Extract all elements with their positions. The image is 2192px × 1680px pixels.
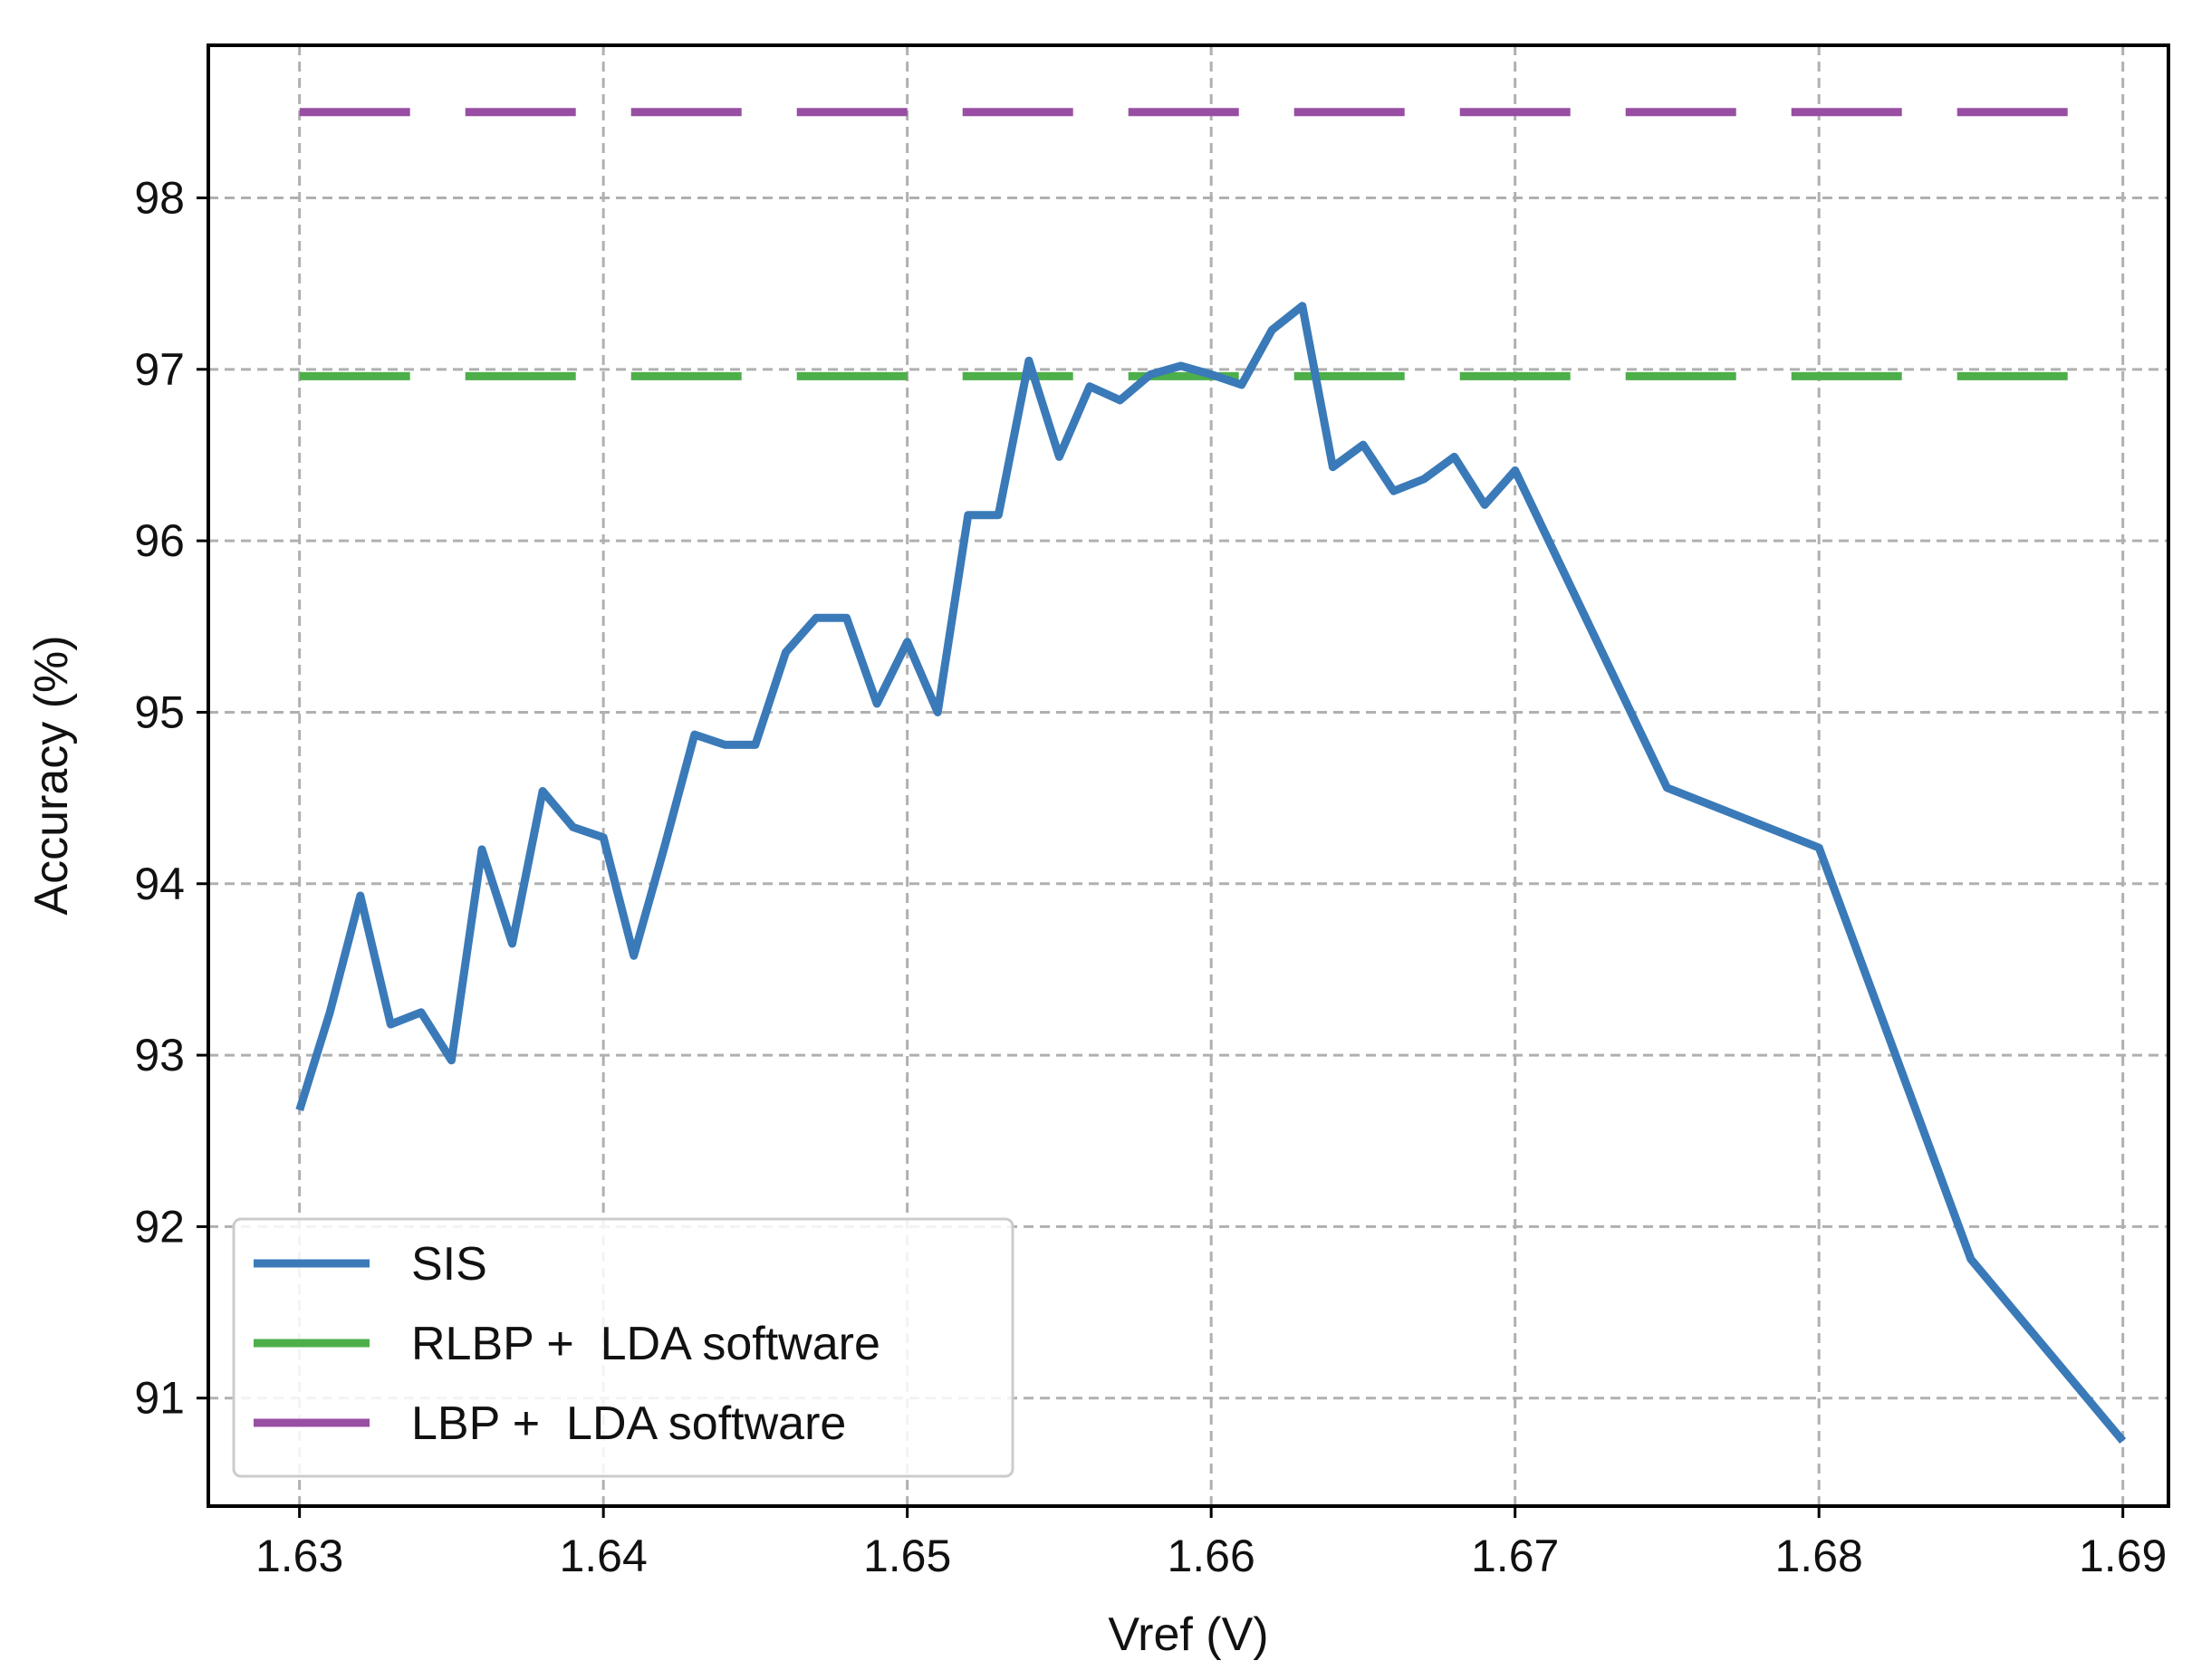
y-tick-label: 98 bbox=[134, 172, 185, 223]
y-axis-label: Accuracy (%) bbox=[25, 635, 78, 915]
legend-label: RLBP + LDA software bbox=[411, 1318, 880, 1370]
y-tick-label: 91 bbox=[134, 1373, 185, 1424]
series-layer bbox=[295, 108, 2127, 1444]
legend-label: SIS bbox=[411, 1238, 487, 1291]
x-tick-label: 1.66 bbox=[1167, 1531, 1255, 1581]
y-tick-label: 94 bbox=[134, 859, 185, 909]
y-tick-label: 96 bbox=[134, 515, 185, 566]
x-tick-label: 1.63 bbox=[255, 1531, 343, 1581]
y-tick-label: 92 bbox=[134, 1201, 185, 1252]
x-tick-label: 1.64 bbox=[559, 1531, 647, 1581]
legend-label: LBP + LDA software bbox=[411, 1397, 846, 1450]
x-tick-label: 1.68 bbox=[1775, 1531, 1863, 1581]
y-tick-label: 95 bbox=[134, 686, 185, 737]
axes: 1.63 1.64 1.65 1.66 1.67 1.68 1.69 91 92 93 94 95 96… bbox=[134, 172, 2167, 1581]
x-axis-label: Vref (V) bbox=[1108, 1608, 1268, 1661]
x-tick-label: 1.65 bbox=[863, 1531, 951, 1581]
series-line-sis bbox=[295, 302, 2127, 1444]
legend-box bbox=[232, 1217, 1014, 1478]
y-tick-label: 97 bbox=[134, 344, 185, 395]
x-tick-label: 1.69 bbox=[2079, 1531, 2167, 1581]
plot-frame bbox=[207, 43, 2170, 1508]
y-tick-label: 93 bbox=[134, 1030, 185, 1080]
legend: SIS RLBP + LDA software LBP + LDA software bbox=[232, 1217, 1014, 1478]
x-tick-label: 1.67 bbox=[1471, 1531, 1559, 1581]
